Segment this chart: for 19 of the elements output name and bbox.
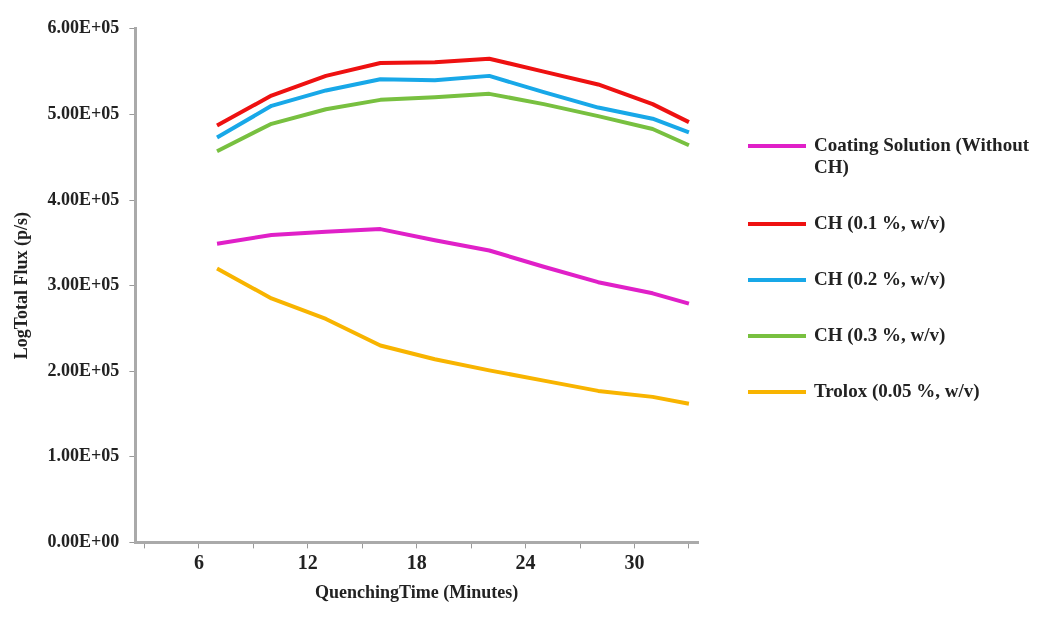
y-tick-label: 3.00E+05 — [47, 274, 120, 295]
legend-label: CH (0.1 %, w/v) — [814, 212, 947, 234]
legend-label: CH (0.3 %, w/v) — [814, 324, 947, 346]
y-axis-title: LogTotal Flux (p/s) — [11, 211, 33, 360]
y-tick-label: 5.00E+05 — [47, 103, 120, 124]
x-tick-label: 30 — [624, 550, 645, 573]
y-tick-label: 0.00E+00 — [47, 531, 120, 552]
x-tick-label: 6 — [193, 550, 204, 573]
x-tick-label: 18 — [406, 550, 427, 573]
y-tick-label: 4.00E+05 — [47, 188, 120, 209]
x-tick-label: 12 — [297, 550, 318, 573]
legend-label: Trolox (0.05 %, w/v) — [814, 380, 981, 402]
x-tick-label: 24 — [515, 550, 536, 573]
y-tick-label: 2.00E+05 — [47, 359, 120, 380]
y-tick-label: 1.00E+05 — [47, 445, 120, 466]
legend-label: CH (0.2 %, w/v) — [814, 268, 947, 290]
legend-label: Coating Solution (Without CH) — [814, 134, 1031, 178]
x-axis-title: QuenchingTime (Minutes) — [315, 581, 519, 603]
y-tick-label: 6.00E+05 — [47, 17, 120, 38]
